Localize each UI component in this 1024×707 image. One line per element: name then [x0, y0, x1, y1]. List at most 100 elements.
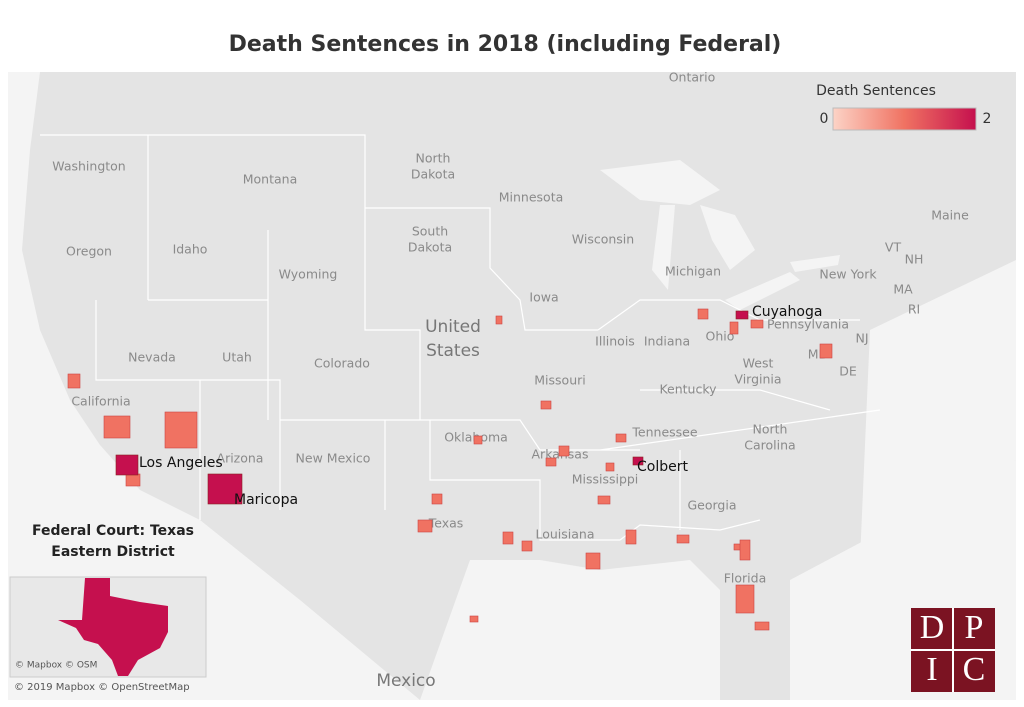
map-label: Georgia — [687, 498, 736, 513]
county — [605, 462, 615, 472]
map-label: Texas — [428, 516, 464, 531]
inset-title: Federal Court: Texas — [32, 523, 194, 539]
logo: D P I C — [911, 608, 995, 692]
county-label: Los Angeles — [139, 455, 223, 471]
map-label: Illinois — [595, 334, 635, 349]
map-label: RI — [908, 302, 920, 317]
inset-title: Eastern District — [51, 544, 175, 560]
map-label: States — [426, 341, 480, 361]
county — [597, 495, 611, 505]
county — [431, 493, 443, 505]
county — [615, 433, 627, 443]
county — [125, 473, 141, 487]
map-label: North — [753, 422, 788, 437]
map-label: United — [425, 317, 481, 337]
county — [754, 621, 770, 631]
map-label: NH — [905, 252, 924, 267]
map-label: Florida — [724, 571, 767, 586]
county — [207, 473, 243, 505]
legend: Death Sentences 0 2 — [816, 83, 992, 131]
map-label: Dakota — [411, 167, 455, 182]
map-label: Nevada — [128, 350, 176, 365]
county-label: Maricopa — [234, 492, 298, 508]
map-label: Colorado — [314, 356, 370, 371]
map-label: MA — [893, 282, 913, 297]
county — [540, 400, 552, 410]
county — [67, 373, 81, 389]
map-label: Washington — [52, 159, 125, 174]
map-label: Utah — [222, 350, 252, 365]
county — [697, 308, 709, 320]
legend-title: Death Sentences — [816, 83, 936, 99]
county — [735, 310, 749, 320]
county — [558, 445, 570, 457]
map-label: Carolina — [744, 438, 795, 453]
inset-texas — [58, 578, 168, 676]
attribution: © 2019 Mapbox © OpenStreetMap — [14, 682, 190, 693]
inset-attribution: © Mapbox © OSM — [15, 661, 97, 671]
map-label: VT — [885, 240, 902, 255]
map-label: Minnesota — [499, 190, 564, 205]
map-label: Idaho — [173, 242, 208, 257]
legend-min: 0 — [820, 111, 829, 127]
map-label: Ohio — [706, 329, 735, 344]
county — [729, 321, 739, 335]
map-label: Wisconsin — [572, 232, 634, 247]
county-label: Cuyahoga — [752, 304, 822, 320]
county — [585, 552, 601, 570]
map-label: California — [71, 394, 130, 409]
legend-scale — [832, 107, 977, 131]
county — [676, 534, 690, 544]
map-label: Tennessee — [631, 425, 697, 440]
logo-letter: I — [926, 651, 937, 688]
county — [473, 435, 483, 445]
inset: Federal Court: Texas Eastern District © … — [9, 523, 207, 678]
county — [750, 319, 764, 329]
county — [115, 454, 139, 476]
title: Death Sentences in 2018 (including Feder… — [229, 32, 782, 57]
county — [625, 529, 637, 545]
map-label: Pennsylvania — [767, 317, 849, 332]
map-label: North — [416, 151, 451, 166]
map-label: Indiana — [644, 334, 690, 349]
map-label: South — [412, 224, 448, 239]
map-label: New York — [819, 267, 877, 282]
map-label: Oregon — [66, 244, 112, 259]
county-label: Colbert — [637, 459, 688, 475]
map-label: Arizona — [217, 451, 264, 466]
logo-letter: D — [920, 609, 945, 646]
county — [632, 456, 644, 466]
map-label: Wyoming — [279, 267, 338, 282]
county — [502, 531, 514, 545]
map-label: Kentucky — [659, 382, 717, 397]
map-label: West — [743, 356, 774, 371]
water — [8, 72, 1016, 700]
map-label: DE — [839, 364, 857, 379]
map-label: Missouri — [534, 373, 585, 388]
county — [164, 411, 198, 449]
map-label: Virginia — [734, 372, 781, 387]
county — [739, 539, 751, 561]
county — [103, 415, 131, 439]
legend-max: 2 — [983, 111, 992, 127]
map-label: Louisiana — [535, 527, 594, 542]
map-label: Dakota — [408, 240, 452, 255]
map-label: Michigan — [665, 264, 721, 279]
county — [545, 457, 557, 467]
borders — [40, 134, 881, 541]
map-label: Maine — [931, 208, 969, 223]
map-label: Mississippi — [572, 472, 639, 487]
county — [495, 315, 503, 325]
logo-letter: C — [963, 651, 986, 688]
map-label: New Mexico — [296, 451, 371, 466]
map-label: Iowa — [529, 290, 558, 305]
logo-letter: P — [965, 609, 984, 646]
map-label: NJ — [855, 331, 868, 346]
county — [521, 540, 533, 552]
map-label: Mexico — [376, 671, 435, 691]
map-label: Ontario — [669, 70, 716, 85]
county — [819, 343, 833, 359]
county — [417, 519, 433, 533]
county — [735, 584, 755, 614]
